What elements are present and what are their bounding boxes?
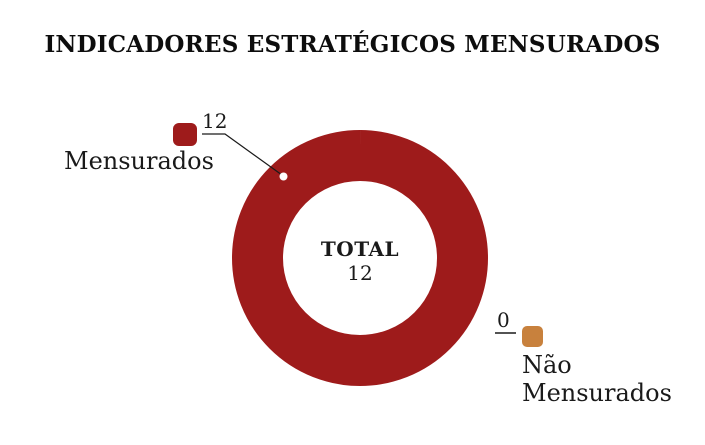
donut-segments bbox=[232, 130, 488, 386]
legend-value-mensurados: 12 bbox=[202, 109, 228, 133]
legend-label-nao-mensurados[interactable]: Não Mensurados bbox=[522, 351, 672, 407]
leader-line-mensurados bbox=[202, 133, 283, 176]
leader-dot-mensurados bbox=[279, 172, 288, 181]
donut-center-value: 12 bbox=[347, 261, 373, 285]
chart-title: INDICADORES ESTRATÉGICOS MENSURADOS bbox=[44, 31, 661, 58]
donut-slice-mensurados[interactable] bbox=[232, 130, 488, 386]
legend-label-mensurados[interactable]: Mensurados bbox=[64, 147, 214, 175]
legend-value-nao-mensurados: 0 bbox=[497, 308, 510, 332]
legend-swatch-nao-mensurados[interactable] bbox=[522, 326, 543, 347]
donut-center-label: TOTAL 12 bbox=[260, 239, 460, 284]
legend-swatch-mensurados[interactable] bbox=[173, 123, 197, 146]
donut-center-title: TOTAL bbox=[320, 237, 400, 261]
